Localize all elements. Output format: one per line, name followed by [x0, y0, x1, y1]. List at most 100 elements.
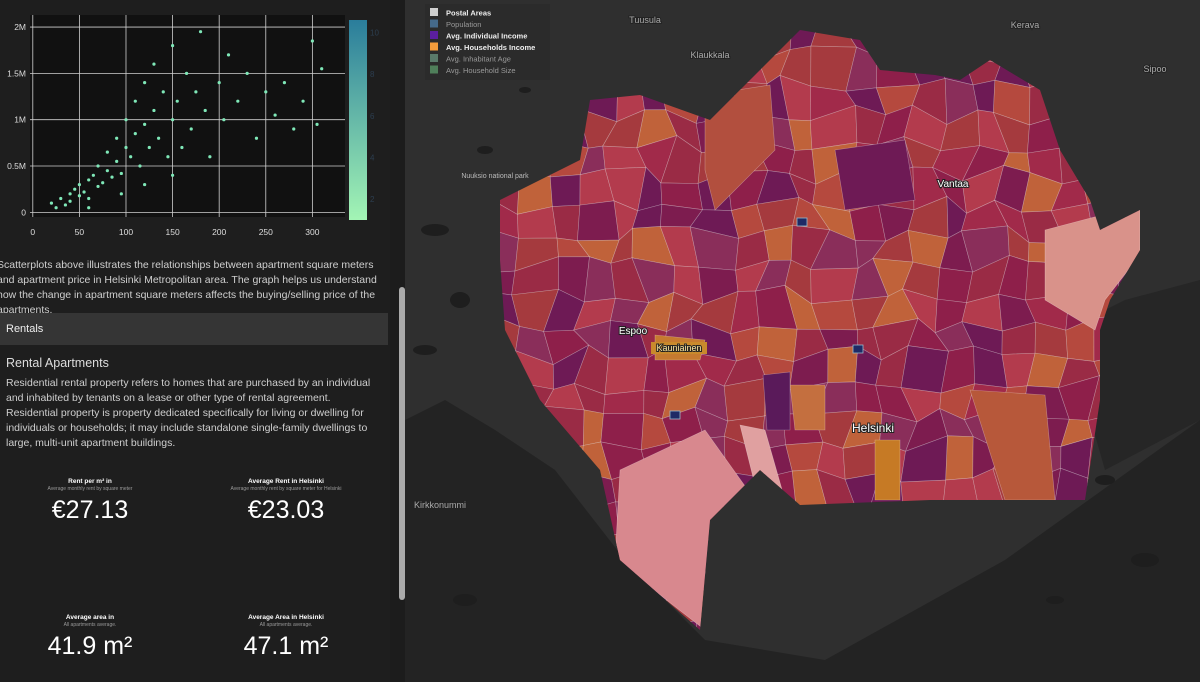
point[interactable]: [119, 192, 123, 196]
point[interactable]: [170, 173, 175, 177]
point[interactable]: [175, 99, 179, 103]
point[interactable]: [315, 122, 319, 126]
point[interactable]: [236, 99, 240, 103]
postal-area[interactable]: [603, 390, 645, 414]
legend-swatch[interactable]: [430, 19, 438, 28]
legend-label[interactable]: Avg. Inhabitant Age: [446, 55, 511, 64]
point[interactable]: [180, 145, 184, 150]
selected-area[interactable]: [852, 344, 864, 354]
postal-area[interactable]: [763, 224, 794, 261]
legend-swatch[interactable]: [430, 54, 438, 62]
point[interactable]: [105, 150, 109, 154]
postal-area[interactable]: [789, 384, 826, 431]
point[interactable]: [292, 127, 296, 131]
postal-area[interactable]: [552, 204, 581, 241]
point[interactable]: [138, 164, 142, 168]
legend-swatch[interactable]: [430, 31, 438, 39]
point[interactable]: [143, 122, 147, 126]
point[interactable]: [87, 206, 91, 210]
point[interactable]: [119, 171, 123, 176]
point[interactable]: [273, 113, 277, 117]
postal-area[interactable]: [969, 389, 1056, 501]
point[interactable]: [105, 169, 109, 173]
point[interactable]: [115, 136, 119, 140]
point[interactable]: [129, 155, 133, 159]
point[interactable]: [82, 190, 86, 194]
postal-area[interactable]: [874, 439, 901, 501]
point[interactable]: [73, 187, 77, 191]
point[interactable]: [208, 155, 212, 159]
postal-area[interactable]: [582, 409, 604, 446]
point[interactable]: [203, 108, 207, 113]
legend-label[interactable]: Postal Areas: [446, 9, 491, 18]
point[interactable]: [96, 184, 100, 189]
legend-label[interactable]: Avg. Individual Income: [446, 32, 527, 41]
point[interactable]: [170, 43, 175, 48]
selected-area[interactable]: [796, 217, 808, 227]
legend-label[interactable]: Avg. Household Size: [446, 66, 516, 75]
point[interactable]: [87, 196, 91, 201]
point[interactable]: [152, 108, 156, 113]
point[interactable]: [222, 118, 226, 122]
point[interactable]: [226, 53, 231, 57]
selected-area[interactable]: [669, 410, 681, 420]
point[interactable]: [184, 71, 189, 75]
point[interactable]: [161, 90, 165, 94]
postal-area[interactable]: [810, 299, 858, 331]
point[interactable]: [143, 81, 147, 85]
point[interactable]: [133, 99, 137, 103]
point[interactable]: [96, 164, 100, 168]
point[interactable]: [166, 155, 170, 159]
point[interactable]: [63, 203, 68, 207]
point[interactable]: [245, 71, 249, 75]
postal-area[interactable]: [549, 174, 581, 207]
point[interactable]: [54, 206, 58, 210]
point[interactable]: [77, 194, 81, 198]
postal-area[interactable]: [945, 435, 974, 481]
postal-area[interactable]: [1044, 204, 1140, 331]
postal-area[interactable]: [704, 84, 776, 211]
postal-area[interactable]: [723, 377, 767, 422]
point[interactable]: [77, 182, 81, 187]
point[interactable]: [282, 81, 287, 85]
point[interactable]: [87, 178, 91, 182]
point[interactable]: [157, 136, 161, 140]
legend-label[interactable]: Avg. Households Income: [446, 43, 535, 52]
point[interactable]: [110, 175, 114, 179]
postal-area[interactable]: [834, 139, 916, 211]
point[interactable]: [310, 39, 314, 43]
point[interactable]: [152, 62, 156, 66]
point[interactable]: [194, 90, 198, 94]
point[interactable]: [301, 99, 305, 103]
postal-area[interactable]: [842, 441, 881, 480]
point[interactable]: [254, 136, 259, 140]
point[interactable]: [91, 173, 95, 177]
point[interactable]: [124, 145, 128, 150]
point[interactable]: [198, 30, 203, 34]
point[interactable]: [264, 90, 268, 94]
point[interactable]: [170, 118, 175, 122]
point[interactable]: [68, 192, 72, 196]
postal-area[interactable]: [577, 200, 620, 241]
point[interactable]: [133, 132, 137, 136]
legend-swatch[interactable]: [430, 8, 438, 16]
point[interactable]: [68, 199, 72, 203]
legend-label[interactable]: Population: [446, 20, 481, 29]
postal-area[interactable]: [810, 267, 859, 305]
point[interactable]: [101, 181, 105, 185]
point[interactable]: [189, 127, 193, 131]
section-header[interactable]: Rentals: [0, 313, 388, 345]
point[interactable]: [124, 118, 128, 122]
postal-area[interactable]: [900, 345, 949, 394]
legend-swatch[interactable]: [430, 42, 438, 51]
point[interactable]: [320, 67, 324, 71]
point[interactable]: [143, 182, 147, 187]
postal-area[interactable]: [604, 357, 649, 395]
map[interactable]: Tuusula Kerava Klaukkala Sipoo Nuuksio natio…: [405, 0, 1200, 682]
point[interactable]: [147, 145, 151, 150]
legend-swatch[interactable]: [430, 65, 438, 74]
point[interactable]: [59, 196, 63, 201]
point[interactable]: [115, 159, 119, 164]
point[interactable]: [49, 201, 54, 205]
postal-area[interactable]: [762, 371, 791, 431]
